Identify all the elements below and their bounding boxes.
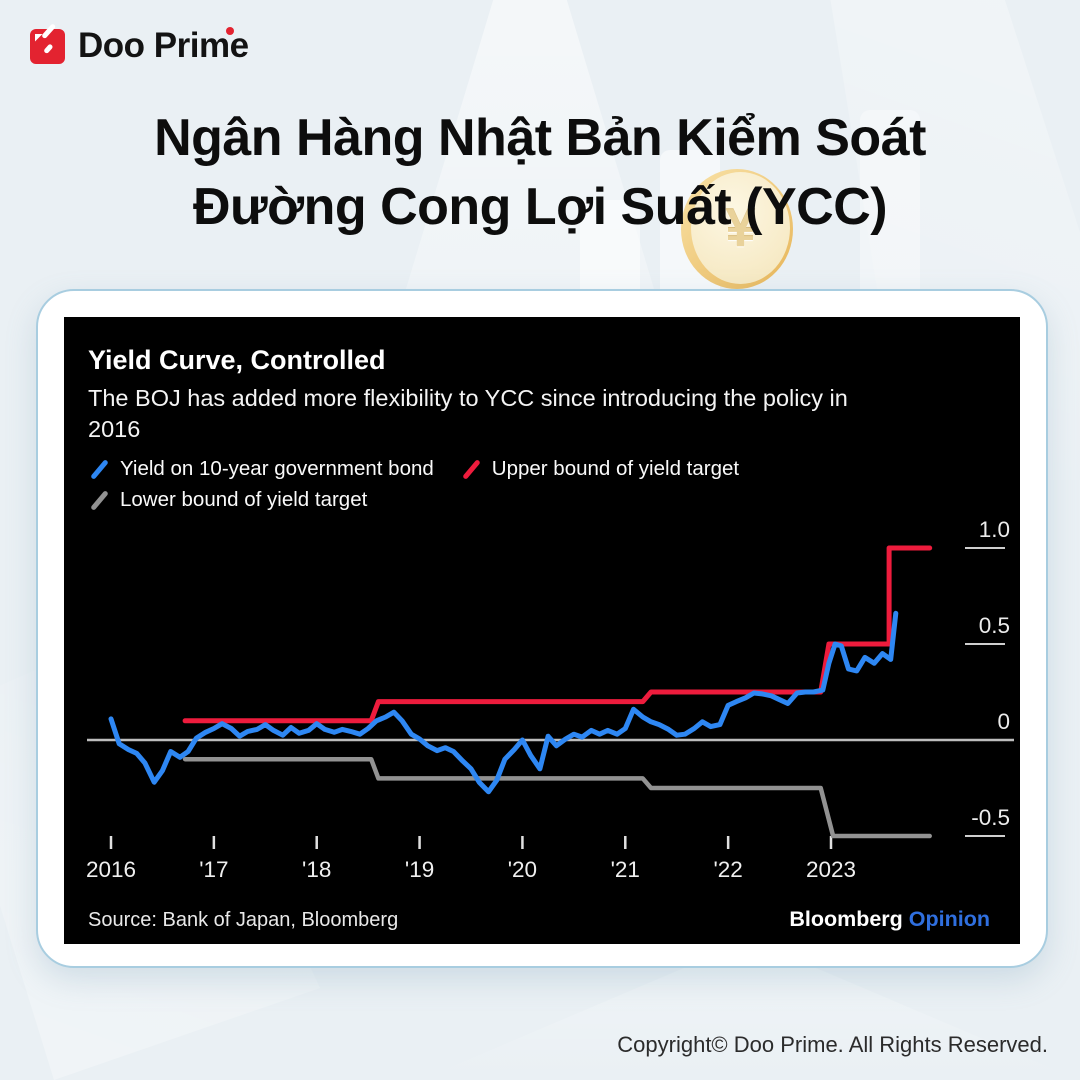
logo-i-dot — [226, 27, 234, 35]
svg-text:'21: '21 — [611, 857, 640, 882]
bloomberg-opinion-logo: Bloomberg Opinion — [789, 907, 990, 931]
legend-item-upper-bound: Upper bound of yield target — [460, 457, 739, 481]
svg-text:'20: '20 — [508, 857, 537, 882]
legend-item-10yr-yield: Yield on 10-year government bond — [88, 457, 434, 481]
chart-title: Yield Curve, Controlled — [88, 345, 386, 375]
svg-text:'19: '19 — [405, 857, 434, 882]
legend-item-lower-bound: Lower bound of yield target — [88, 488, 367, 512]
page-title-line-1: Ngân Hàng Nhật Bản Kiểm Soát — [154, 109, 926, 167]
chart-source: Source: Bank of Japan, Bloomberg — [88, 909, 399, 931]
svg-text:2023: 2023 — [806, 857, 856, 882]
chart-subtitle: The BOJ has added more flexibility to YC… — [88, 385, 848, 442]
svg-text:'22: '22 — [713, 857, 742, 882]
svg-text:0.5: 0.5 — [979, 613, 1010, 638]
svg-text:'18: '18 — [302, 857, 331, 882]
chart-source-row: Source: Bank of Japan, Bloomberg Bloombe… — [88, 907, 990, 932]
doo-prime-logo: Doo Prime — [30, 22, 249, 66]
svg-text:1.0: 1.0 — [979, 517, 1010, 542]
chart-card: Yield Curve, Controlled The BOJ has adde… — [36, 289, 1048, 968]
bloomberg-opinion: Opinion — [908, 907, 990, 931]
svg-text:-0.5: -0.5 — [971, 805, 1010, 830]
background-bar-shape — [860, 110, 920, 320]
brand-wordmark: Doo Prime — [78, 26, 249, 65]
chart-legend: Yield on 10-year government bond Upper b… — [88, 457, 868, 512]
copyright-notice: Copyright© Doo Prime. All Rights Reserve… — [617, 1032, 1048, 1057]
svg-text:0: 0 — [997, 709, 1010, 734]
doo-prime-logo-icon — [30, 22, 65, 64]
yen-coin-icon: ¥ — [681, 169, 793, 289]
yield-chart-plot: 2016 '17 '18 '19 '20 '21 '22 2023 1.0 0.5 0 -0.5 — [86, 517, 1014, 882]
page-title: Ngân Hàng Nhật Bản Kiểm Soát Đường Cong … — [0, 104, 1080, 242]
svg-text:'17: '17 — [199, 857, 228, 882]
svg-text:2016: 2016 — [86, 857, 136, 882]
bloomberg-chart-panel: Yield Curve, Controlled The BOJ has adde… — [64, 317, 1020, 944]
yen-symbol: ¥ — [725, 198, 756, 258]
page-title-line-2: Đường Cong Lợi Suất (YCC) — [192, 178, 888, 236]
